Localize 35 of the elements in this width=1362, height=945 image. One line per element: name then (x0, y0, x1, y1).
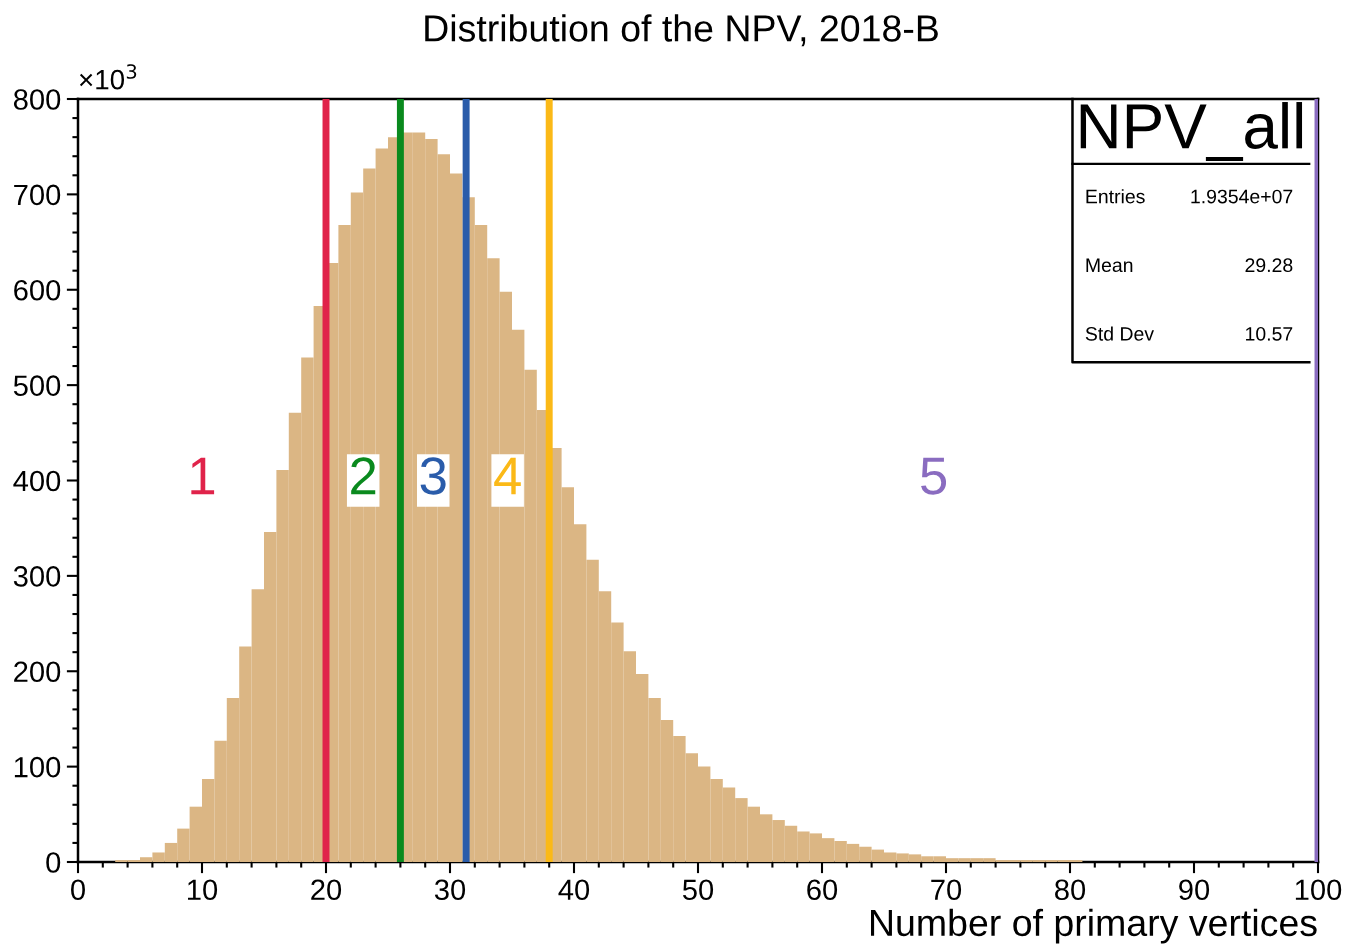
x-tick-label: 50 (682, 879, 714, 901)
y-tick-label: 0 (46, 852, 61, 873)
y-tick-label: 200 (14, 661, 61, 683)
chart-title: Distribution of the NPV, 2018-B (425, 14, 938, 47)
y-tick-label: 300 (13, 566, 61, 587)
x-tick-label: 30 (434, 879, 466, 901)
x-tick-label: 40 (558, 879, 590, 901)
x-tick-label: 90 (1179, 879, 1210, 901)
annotation: 2 (351, 457, 376, 495)
x-tick-label: 10 (188, 879, 218, 901)
x-tick-label: 60 (807, 879, 838, 901)
annotation: 1.9354e+07 (1191, 189, 1293, 204)
x-axis-title: Number of primary vertices (870, 908, 1317, 944)
y-tick-label: 400 (13, 470, 61, 492)
y-tick-label: 100 (14, 756, 61, 778)
x-tick-label: 20 (311, 879, 342, 901)
y-tick-label: 700 (14, 184, 61, 206)
annotation: 10.57 (1246, 326, 1293, 341)
text: ×10$^{3}$ (79, 64, 137, 90)
x-tick-label: 80 (1055, 879, 1086, 901)
annotation: NPV_all (1080, 102, 1303, 162)
y-tick-label: 600 (14, 279, 61, 301)
annotation: 3 (420, 457, 446, 495)
y-tick-label: 500 (13, 375, 61, 396)
x-tick-label: 70 (931, 879, 962, 901)
annotation: 5 (921, 457, 947, 495)
annotation: 29.28 (1245, 258, 1293, 273)
annotation: Entries (1086, 189, 1145, 204)
x-tick-label: 100 (1295, 879, 1342, 901)
y-tick-label: 800 (13, 89, 61, 110)
annotation: Mean (1086, 258, 1133, 273)
annotation: Std Dev (1085, 326, 1154, 341)
x-tick-label: 0 (71, 879, 85, 901)
annotation: 4 (494, 457, 521, 495)
annotation: 1 (191, 457, 215, 495)
